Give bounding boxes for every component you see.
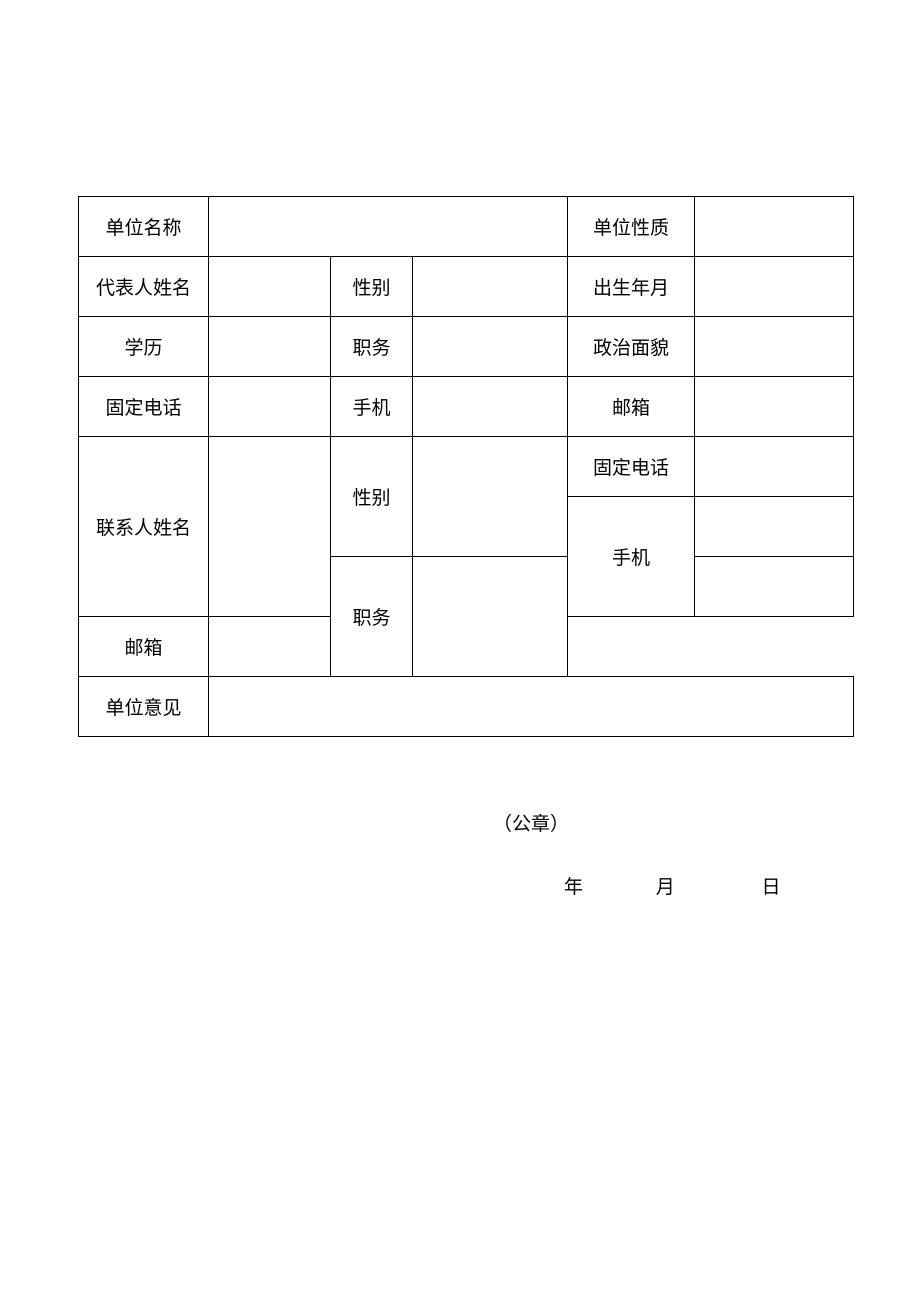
- label-rep-education: 学历: [79, 317, 209, 377]
- value-contact-mobile-ext: [695, 557, 854, 617]
- value-unit-type: [695, 197, 854, 257]
- value-rep-mobile: [413, 377, 568, 437]
- value-rep-birth: [695, 257, 854, 317]
- date-line: 年 月 日: [564, 872, 783, 899]
- label-rep-political: 政治面貌: [568, 317, 695, 377]
- label-rep-gender: 性别: [331, 257, 413, 317]
- table-row: 单位意见 （公章） 年 月 日: [79, 677, 854, 737]
- label-rep-mobile: 手机: [331, 377, 413, 437]
- table-row: 单位名称 单位性质: [79, 197, 854, 257]
- label-contact-name: 联系人姓名: [79, 437, 209, 617]
- seal-text: （公章）: [209, 809, 853, 836]
- value-rep-name: [209, 257, 331, 317]
- value-contact-mobile: [695, 497, 854, 557]
- table-row: 联系人姓名 性别 固定电话: [79, 437, 854, 497]
- date-day: 日: [762, 872, 783, 899]
- table-row: 学历 职务 政治面貌: [79, 317, 854, 377]
- label-unit-type: 单位性质: [568, 197, 695, 257]
- value-rep-position: [413, 317, 568, 377]
- label-unit-name: 单位名称: [79, 197, 209, 257]
- value-contact-gender: [413, 437, 568, 557]
- date-year: 年: [564, 872, 585, 899]
- label-contact-landline: 固定电话: [568, 437, 695, 497]
- label-contact-email: 邮箱: [79, 617, 209, 677]
- registration-form-table: 单位名称 单位性质 代表人姓名 性别 出生年月 学历 职务 政治面貌 固定电话 …: [78, 196, 854, 737]
- value-unit-opinion: （公章） 年 月 日: [209, 677, 854, 737]
- label-unit-opinion: 单位意见: [79, 677, 209, 737]
- value-rep-political: [695, 317, 854, 377]
- value-rep-education: [209, 317, 331, 377]
- label-rep-name: 代表人姓名: [79, 257, 209, 317]
- label-rep-email: 邮箱: [568, 377, 695, 437]
- table-row: 固定电话 手机 邮箱: [79, 377, 854, 437]
- label-rep-birth: 出生年月: [568, 257, 695, 317]
- date-month: 月: [656, 872, 677, 899]
- label-contact-mobile: 手机: [568, 497, 695, 617]
- label-contact-position: 职务: [331, 557, 413, 677]
- value-rep-gender: [413, 257, 568, 317]
- value-contact-name: [209, 437, 331, 617]
- value-rep-email: [695, 377, 854, 437]
- value-contact-landline: [695, 437, 854, 497]
- value-unit-name: [209, 197, 568, 257]
- table-row: 代表人姓名 性别 出生年月: [79, 257, 854, 317]
- label-contact-gender: 性别: [331, 437, 413, 557]
- value-contact-position: [413, 557, 568, 677]
- value-contact-email: [209, 617, 331, 677]
- label-rep-landline: 固定电话: [79, 377, 209, 437]
- value-rep-landline: [209, 377, 331, 437]
- label-rep-position: 职务: [331, 317, 413, 377]
